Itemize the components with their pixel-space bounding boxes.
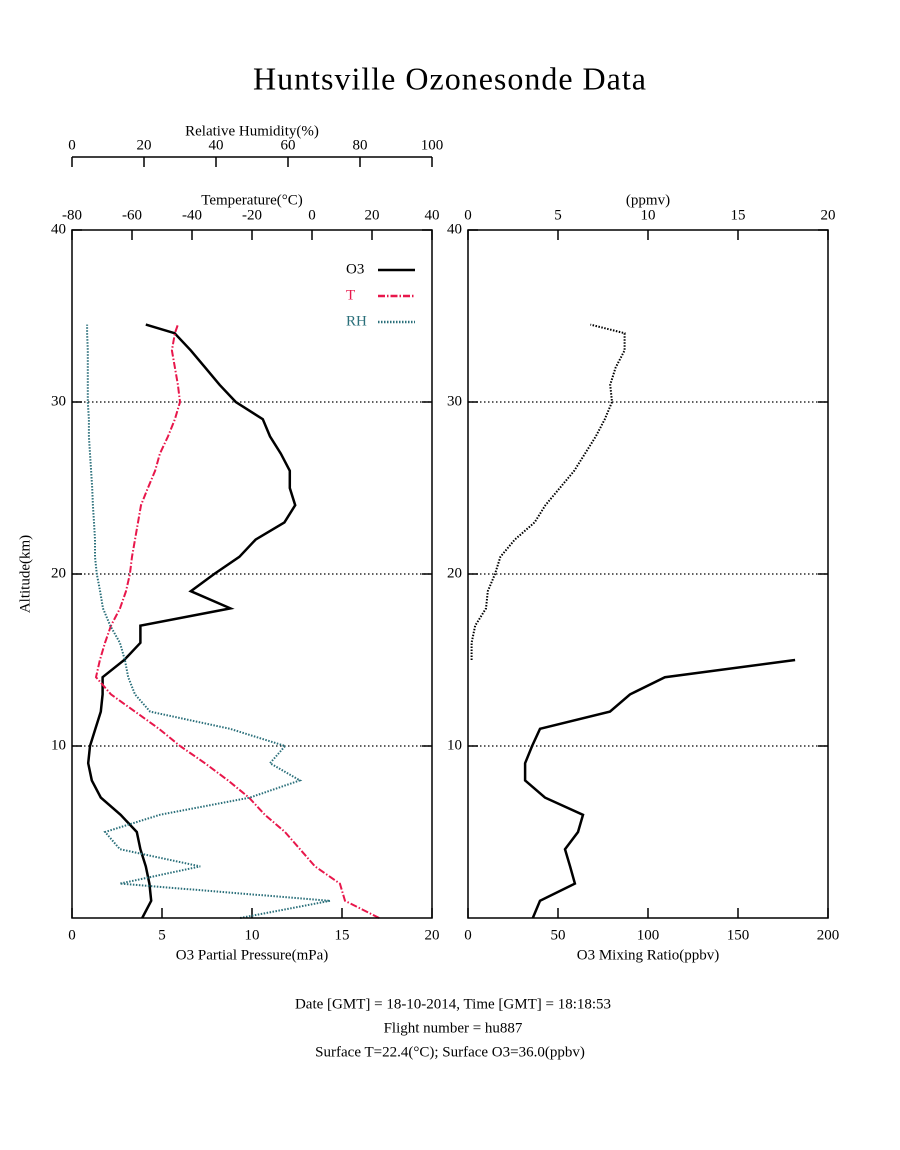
- y-tick-label: 40: [51, 221, 66, 237]
- x2-tick-label: 5: [554, 207, 562, 223]
- y-axis-label: Altitude(km): [17, 535, 33, 613]
- x2-axis-label: (ppmv): [626, 192, 670, 208]
- profile-line: [86, 323, 297, 919]
- x2-tick-label: 0: [308, 207, 316, 223]
- profile-line: [523, 658, 796, 919]
- x3-tick-label: 80: [353, 137, 368, 153]
- x3-axis-label: Relative Humidity(%): [185, 123, 319, 139]
- x2-tick-label: 0: [464, 207, 472, 223]
- x-tick-label: 150: [727, 927, 750, 943]
- chart-title: Huntsville Ozonesonde Data: [253, 60, 647, 96]
- x-tick-label: 0: [68, 927, 76, 943]
- profile-line: [94, 324, 380, 919]
- footer-line: Date [GMT] = 18-10-2014, Time [GMT] = 18…: [295, 996, 611, 1012]
- x3-tick-label: 0: [68, 137, 76, 153]
- x-tick-label: 10: [245, 927, 260, 943]
- x2-axis-label: Temperature(°C): [201, 192, 303, 208]
- x2-tick-label: 40: [425, 207, 440, 223]
- y-tick-label: 30: [447, 393, 462, 409]
- x3-tick-label: 100: [421, 137, 444, 153]
- x2-tick-label: -20: [242, 207, 262, 223]
- x-tick-label: 100: [637, 927, 660, 943]
- x-tick-label: 15: [335, 927, 350, 943]
- x2-tick-label: -80: [62, 207, 82, 223]
- y-tick-label: 20: [51, 565, 66, 581]
- y-tick-label: 10: [447, 737, 462, 753]
- y-tick-label: 20: [447, 565, 462, 581]
- x-tick-label: 0: [464, 927, 472, 943]
- x2-tick-label: 20: [365, 207, 380, 223]
- profile-line: [86, 324, 331, 919]
- y-tick-label: 40: [447, 221, 462, 237]
- x2-tick-label: 10: [641, 207, 656, 223]
- x-tick-label: 50: [551, 927, 566, 943]
- profile-line: [470, 323, 626, 660]
- plot-frame: [467, 229, 829, 919]
- x2-tick-label: 20: [821, 207, 836, 223]
- plot-frame: [71, 229, 433, 919]
- x-tick-label: 200: [817, 927, 840, 943]
- footer-line: Flight number = hu887: [384, 1020, 523, 1036]
- x3-tick-label: 40: [209, 137, 224, 153]
- y-tick-label: 10: [51, 737, 66, 753]
- x2-tick-label: -60: [122, 207, 142, 223]
- footer-line: Surface T=22.4(°C); Surface O3=36.0(ppbv…: [315, 1044, 585, 1060]
- y-tick-label: 30: [51, 393, 66, 409]
- x-axis-label: O3 Partial Pressure(mPa): [176, 947, 328, 963]
- x-tick-label: 20: [425, 927, 440, 943]
- x-axis-label: O3 Mixing Ratio(ppbv): [577, 947, 720, 963]
- x-tick-label: 5: [158, 927, 166, 943]
- x2-tick-label: 15: [731, 207, 746, 223]
- legend-label: O3: [346, 261, 364, 277]
- x2-tick-label: -40: [182, 207, 202, 223]
- x3-tick-label: 20: [137, 137, 152, 153]
- x3-tick-label: 60: [281, 137, 296, 153]
- legend-label: RH: [346, 313, 367, 329]
- legend-label: T: [346, 287, 355, 303]
